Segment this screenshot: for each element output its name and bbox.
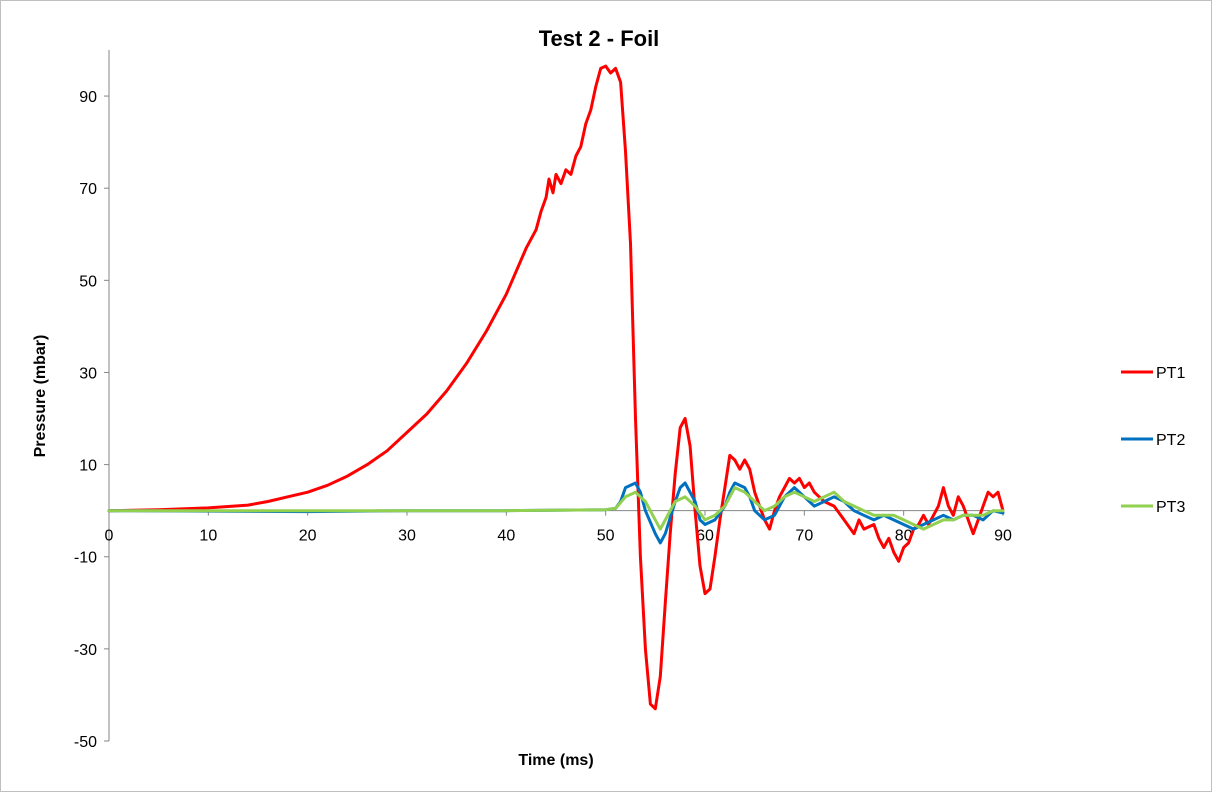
y-tick-label: 90 bbox=[79, 89, 97, 106]
legend-label-pt1: PT1 bbox=[1156, 365, 1185, 382]
x-tick-label: 70 bbox=[795, 528, 813, 545]
y-tick-label: 70 bbox=[79, 181, 97, 198]
y-tick-label: -10 bbox=[74, 550, 97, 567]
x-axis-title: Time (ms) bbox=[518, 752, 593, 769]
y-tick-label: -50 bbox=[74, 734, 97, 751]
y-tick-label: 10 bbox=[79, 458, 97, 475]
x-tick-label: 10 bbox=[199, 528, 217, 545]
x-tick-label: 60 bbox=[696, 528, 714, 545]
x-tick-label: 40 bbox=[497, 528, 515, 545]
x-tick-label: 30 bbox=[398, 528, 416, 545]
legend-label-pt3: PT3 bbox=[1156, 499, 1185, 516]
legend-label-pt2: PT2 bbox=[1156, 432, 1185, 449]
y-tick-label: 50 bbox=[79, 273, 97, 290]
legend: PT1 PT2 PT3 bbox=[1121, 365, 1185, 516]
y-axis-title: Pressure (mbar) bbox=[32, 335, 49, 458]
chart-title: Test 2 - Foil bbox=[539, 26, 660, 51]
series-line-pt3 bbox=[107, 486, 1005, 531]
series-line-pt1 bbox=[107, 64, 1005, 711]
y-tick-label: 30 bbox=[79, 365, 97, 382]
series-layer bbox=[107, 64, 1005, 711]
x-tick-label: 90 bbox=[994, 528, 1012, 545]
x-tick-label: 0 bbox=[105, 528, 114, 545]
x-tick-label: 20 bbox=[299, 528, 317, 545]
y-tick-label: -30 bbox=[74, 642, 97, 659]
x-tick-label: 50 bbox=[597, 528, 615, 545]
